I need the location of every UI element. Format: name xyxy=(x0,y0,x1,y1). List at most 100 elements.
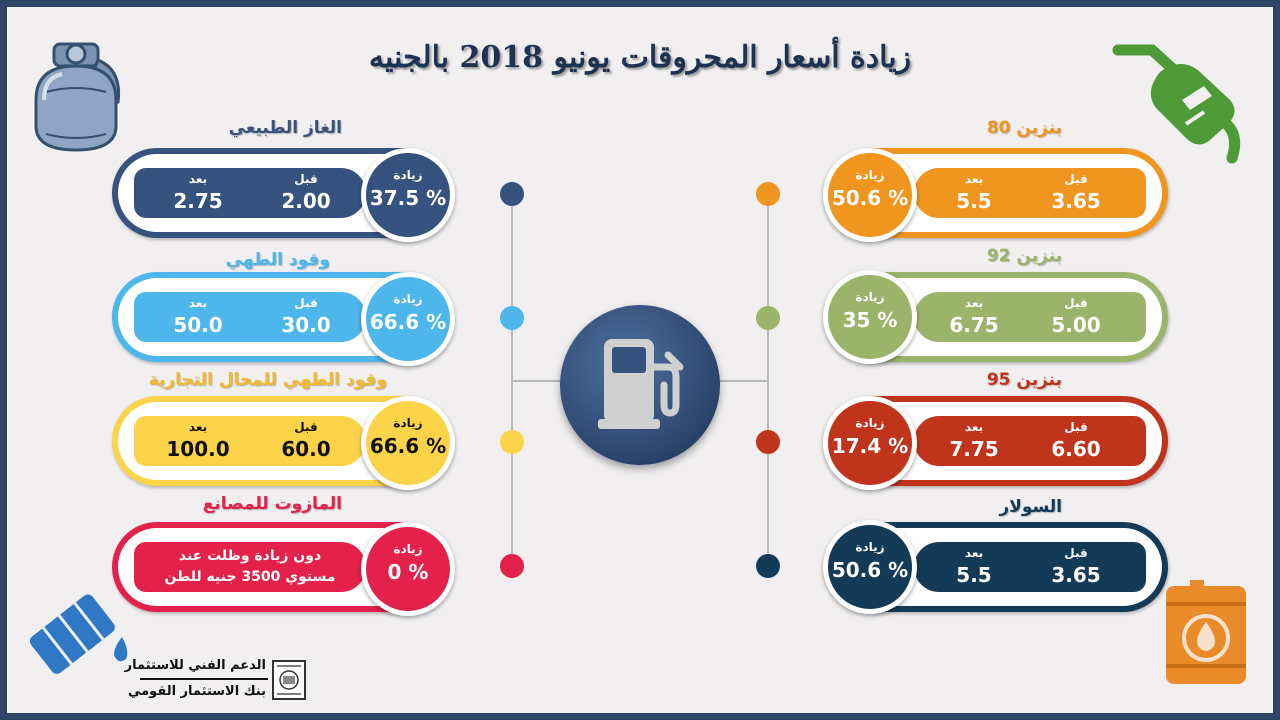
left-item-2-after: بعد 50.0 xyxy=(148,292,248,342)
right-item-3-before-label: قبل xyxy=(1064,420,1088,434)
right-item-1-increase-badge: زيادة % 50.6 xyxy=(823,148,917,242)
left-item-1-increase-label: زيادة xyxy=(393,168,423,182)
left-item-4-increase-value: % 0 xyxy=(387,560,429,584)
right-item-4-before-value: 3.65 xyxy=(1051,563,1101,587)
right-item-3-increase-badge: زيادة % 17.4 xyxy=(823,396,917,490)
right-item-1-name: بنزين 80 xyxy=(986,118,1062,138)
left-item-3-increase-value: % 66.6 xyxy=(369,434,447,458)
left-item-2-name: وقود الطهي xyxy=(225,250,330,270)
left-item-4-note: دون زيادة وظلت عند مستوي 3500 جنيه للطن xyxy=(134,542,366,592)
center-circle xyxy=(560,305,720,465)
left-item-1-before-label: قبل xyxy=(294,172,318,186)
right-item-4-before-label: قبل xyxy=(1064,546,1088,560)
right-item-4-increase-value: % 50.6 xyxy=(831,558,909,582)
right-item-1-after-value: 5.5 xyxy=(956,189,992,213)
left-item-4-name: المازوت للمصانع xyxy=(202,494,342,514)
fuel-nozzle-icon xyxy=(1112,44,1241,164)
right-item-4-values: قبل 3.65 بعد 5.5 xyxy=(914,542,1146,592)
right-item-3-after: بعد 7.75 xyxy=(924,416,1024,466)
left-item-3-after-label: بعد xyxy=(188,420,208,434)
right-item-3-after-value: 7.75 xyxy=(949,437,999,461)
left-item-2-increase-label: زيادة xyxy=(393,292,423,306)
right-item-2-dot xyxy=(756,306,780,330)
left-item-4-increase-label: زيادة xyxy=(393,542,423,556)
left-center-line xyxy=(511,380,563,382)
right-center-line xyxy=(717,380,769,382)
right-item-4-dot xyxy=(756,554,780,578)
right-item-2-increase-value: % 35 xyxy=(842,308,898,332)
right-item-1-before-label: قبل xyxy=(1064,172,1088,186)
right-item-4-after-value: 5.5 xyxy=(956,563,992,587)
right-item-1-before: قبل 3.65 xyxy=(1026,168,1126,218)
right-item-1-increase-label: زيادة xyxy=(855,168,885,182)
right-item-3-dot xyxy=(756,430,780,454)
footer-line-2: بنك الاستثمار القومي xyxy=(127,684,266,699)
right-item-2-increase-badge: زيادة % 35 xyxy=(823,270,917,364)
right-item-2-after: بعد 6.75 xyxy=(924,292,1024,342)
right-item-2-after-value: 6.75 xyxy=(949,313,999,337)
right-item-1-dot xyxy=(756,182,780,206)
right-item-3-increase-label: زيادة xyxy=(855,416,885,430)
left-item-1-after-value: 2.75 xyxy=(173,189,223,213)
right-item-4-before: قبل 3.65 xyxy=(1026,542,1126,592)
right-item-4-increase-label: زيادة xyxy=(855,540,885,554)
gas-cylinder-icon xyxy=(34,42,121,152)
right-item-4-after: بعد 5.5 xyxy=(924,542,1024,592)
left-item-1-before-value: 2.00 xyxy=(281,189,331,213)
right-item-4-after-label: بعد xyxy=(964,546,984,560)
left-item-2-before: قبل 30.0 xyxy=(256,292,356,342)
left-item-1-before: قبل 2.00 xyxy=(256,168,356,218)
left-item-2-values: قبل 30.0 بعد 50.0 xyxy=(134,292,366,342)
page-title: زيادة أسعار المحروقات يونيو 2018 بالجنيه xyxy=(368,40,912,75)
right-item-2-before-value: 5.00 xyxy=(1051,313,1101,337)
bank-logo-icon xyxy=(272,660,306,700)
left-item-2-before-value: 30.0 xyxy=(281,313,331,337)
left-item-4-note-line1: دون زيادة وظلت عند xyxy=(178,548,322,564)
right-item-1-after: بعد 5.5 xyxy=(924,168,1024,218)
left-item-3-values: قبل 60.0 بعد 100.0 xyxy=(134,416,366,466)
right-item-3-increase-value: % 17.4 xyxy=(831,434,909,458)
left-item-3-before-value: 60.0 xyxy=(281,437,331,461)
right-item-3-values: قبل 6.60 بعد 7.75 xyxy=(914,416,1146,466)
right-item-4-name: السولار xyxy=(999,497,1062,517)
right-item-2-increase-label: زيادة xyxy=(855,290,885,304)
footer-line-1: الدعم الفني للاستثمار xyxy=(124,658,266,673)
right-item-3-name: بنزين 95 xyxy=(986,370,1062,390)
left-item-3-dot xyxy=(500,430,524,454)
left-item-3-increase-badge: زيادة % 66.6 xyxy=(361,396,455,490)
right-item-3-before: قبل 6.60 xyxy=(1026,416,1126,466)
footer-divider xyxy=(140,678,268,680)
right-item-1-before-value: 3.65 xyxy=(1051,189,1101,213)
left-item-4-increase-badge: زيادة % 0 xyxy=(361,522,455,616)
fuel-pump-icon xyxy=(598,339,684,429)
left-item-2-increase-value: % 66.6 xyxy=(369,310,447,334)
right-item-2-before-label: قبل xyxy=(1064,296,1088,310)
left-item-3-increase-label: زيادة xyxy=(393,416,423,430)
left-item-2-before-label: قبل xyxy=(294,296,318,310)
right-item-1-values: قبل 3.65 بعد 5.5 xyxy=(914,168,1146,218)
left-item-1-after: بعد 2.75 xyxy=(148,168,248,218)
right-item-1-increase-value: % 50.6 xyxy=(831,186,909,210)
right-item-3-after-label: بعد xyxy=(964,420,984,434)
left-item-2-dot xyxy=(500,306,524,330)
left-item-3-before: قبل 60.0 xyxy=(256,416,356,466)
left-item-1-after-label: بعد xyxy=(188,172,208,186)
right-item-3-before-value: 6.60 xyxy=(1051,437,1101,461)
left-item-3-before-label: قبل xyxy=(294,420,318,434)
left-item-4-dot xyxy=(500,554,524,578)
left-item-1-values: قبل 2.00 بعد 2.75 xyxy=(134,168,366,218)
right-item-2-name: بنزين 92 xyxy=(986,246,1062,266)
left-item-2-after-value: 50.0 xyxy=(173,313,223,337)
left-item-4-note-line2: مستوي 3500 جنيه للطن xyxy=(164,569,336,585)
left-item-3-after-value: 100.0 xyxy=(166,437,230,461)
left-item-1-increase-value: % 37.5 xyxy=(369,186,447,210)
left-item-1-name: الغاز الطبيعي xyxy=(228,118,342,138)
left-item-2-increase-badge: زيادة % 66.6 xyxy=(361,272,455,366)
right-item-2-values: قبل 5.00 بعد 6.75 xyxy=(914,292,1146,342)
right-item-1-after-label: بعد xyxy=(964,172,984,186)
spilled-barrel-icon xyxy=(29,594,128,674)
left-item-3-name: وقود الطهي للمحال التجارية xyxy=(148,370,387,390)
right-item-2-after-label: بعد xyxy=(964,296,984,310)
left-item-1-dot xyxy=(500,182,524,206)
